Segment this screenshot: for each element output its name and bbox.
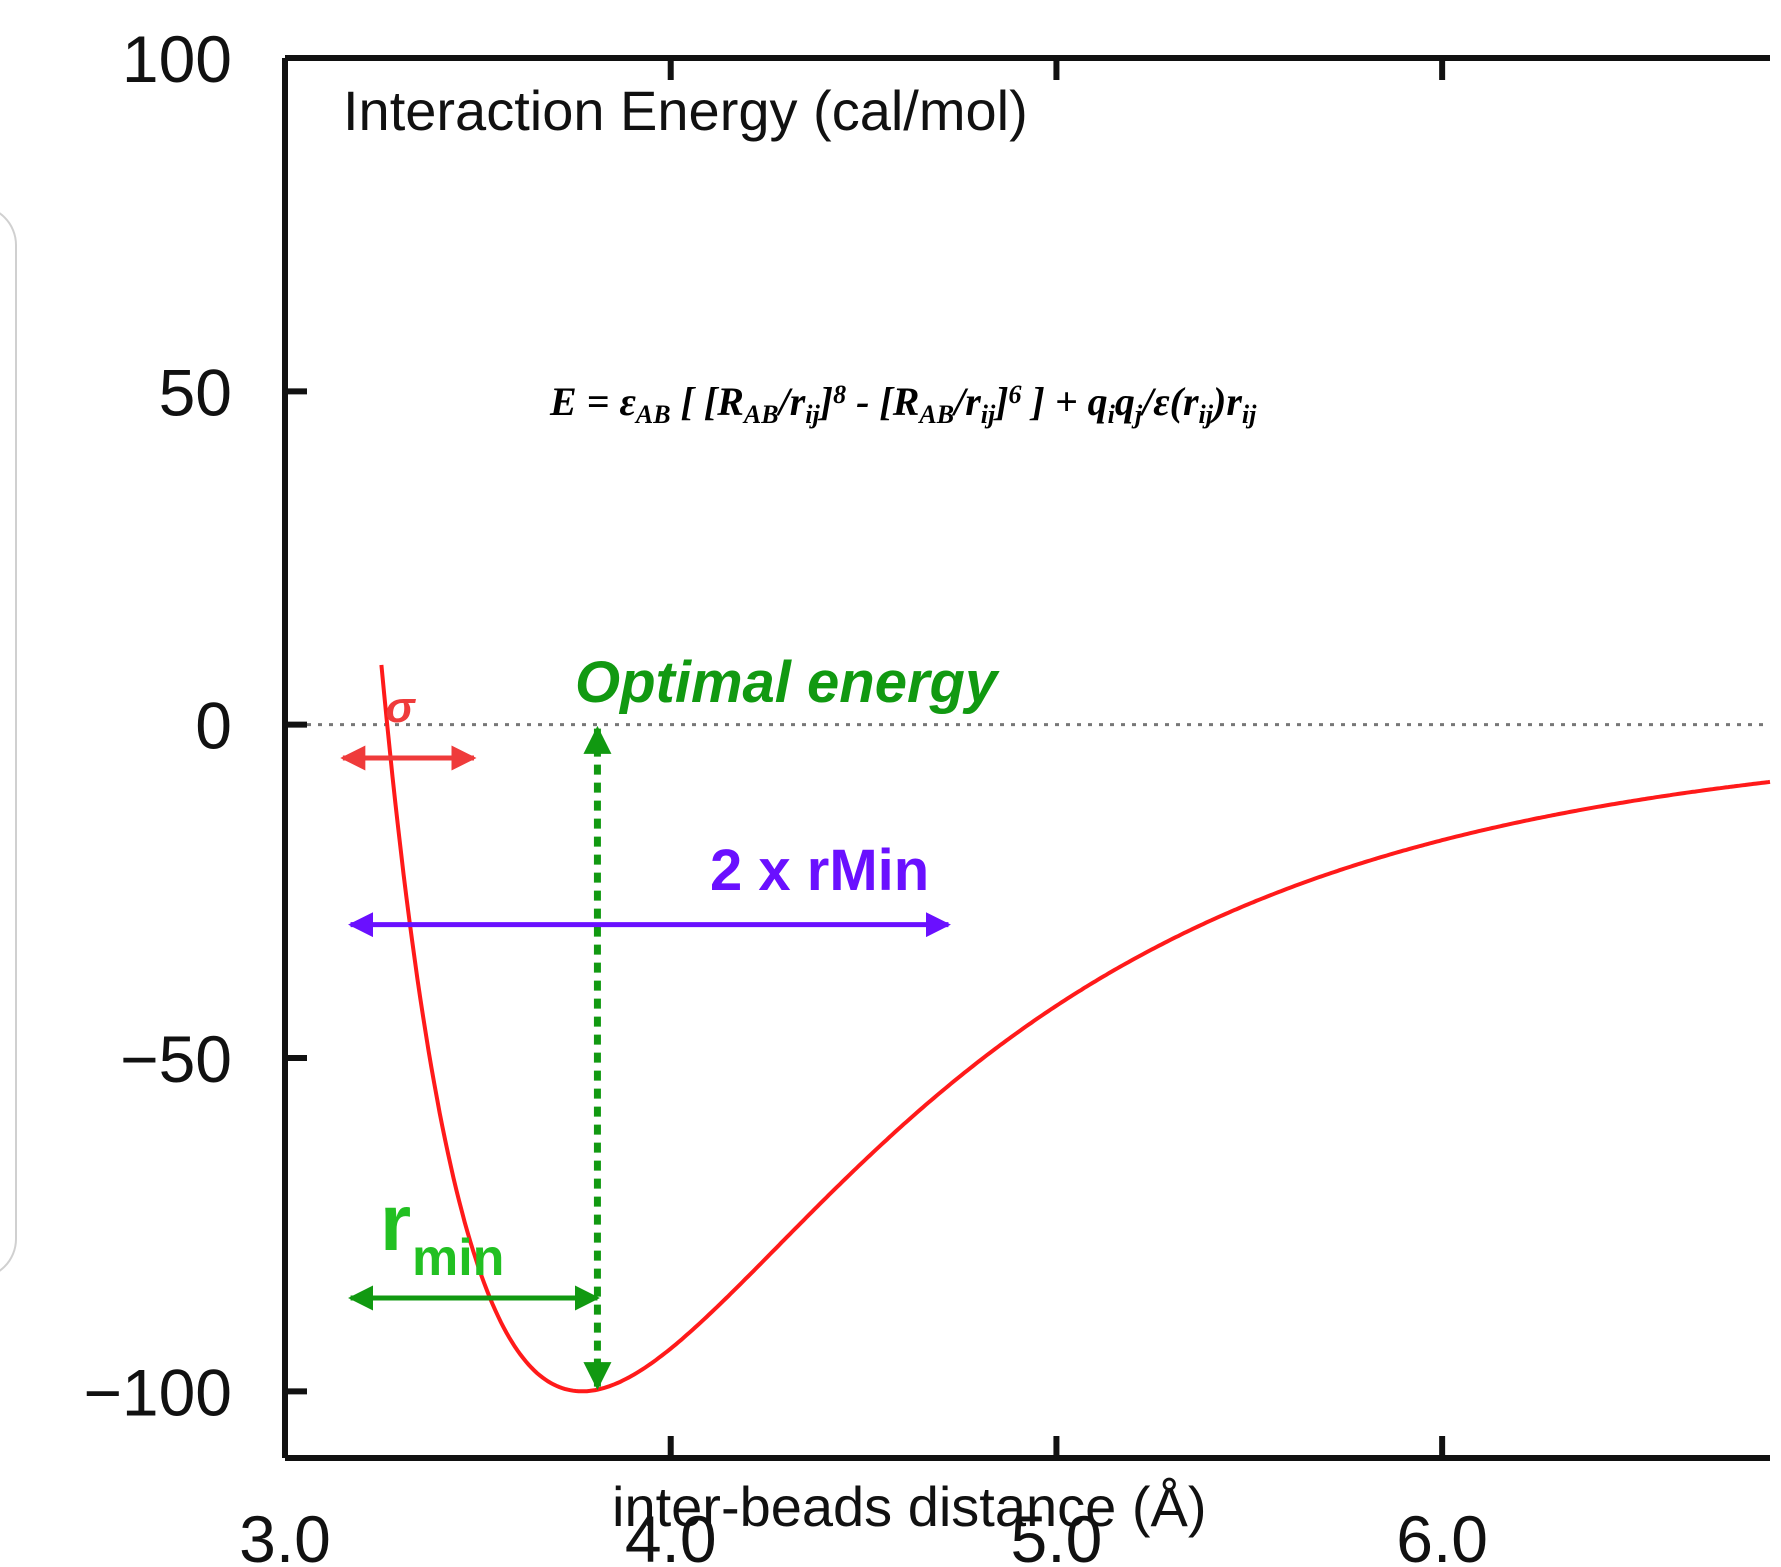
y-tick-label: 100 [122, 22, 232, 96]
y-axis-ticks: 100 50 0 −50 −100 [83, 22, 307, 1429]
y-tick-label: 50 [159, 355, 232, 429]
two-rmin-label: 2 x rMin [710, 838, 929, 903]
y-tick-label: −50 [120, 1022, 232, 1096]
axes [282, 55, 1770, 1461]
x-tick-label: 3.0 [239, 1502, 331, 1567]
optimal-energy-label: Optimal energy [575, 650, 1000, 715]
energy-curve [379, 664, 1771, 1394]
y-tick-label: −100 [83, 1355, 232, 1429]
sigma-label: σ [385, 683, 416, 732]
annotations: σ Optimal energy 2 x rMin r min [340, 650, 1000, 1391]
x-tick-label: 6.0 [1396, 1502, 1488, 1567]
x-axis-ticks: 3.0 4.0 5.0 6.0 [239, 58, 1488, 1567]
x-tick-label: 4.0 [625, 1502, 717, 1567]
rmin-label-subscript: min [412, 1229, 504, 1287]
x-axis-title: inter-beads distance (Å) [612, 1475, 1207, 1538]
energy-formula: E = εAB [ [RAB/rij]8 - [RAB/rij]6 ] + qi… [549, 379, 1257, 429]
chart-title: Interaction Energy (cal/mol) [343, 79, 1028, 142]
y-tick-label: 0 [195, 689, 232, 763]
x-tick-label: 5.0 [1011, 1502, 1103, 1567]
rmin-label: r [380, 1178, 411, 1267]
